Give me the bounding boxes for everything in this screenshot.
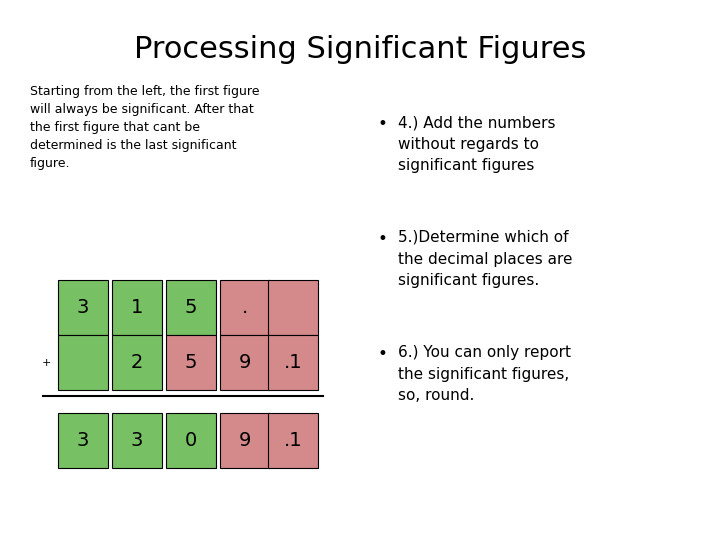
Bar bbox=[220, 280, 270, 335]
Text: 3: 3 bbox=[131, 431, 143, 450]
Text: 1: 1 bbox=[131, 298, 143, 317]
Text: .: . bbox=[242, 298, 248, 317]
Text: 2: 2 bbox=[131, 353, 143, 372]
Bar bbox=[268, 335, 318, 390]
Text: 6.) You can only report
the significant figures,
so, round.: 6.) You can only report the significant … bbox=[398, 345, 571, 403]
Text: 0: 0 bbox=[185, 431, 197, 450]
Text: 4.) Add the numbers
without regards to
significant figures: 4.) Add the numbers without regards to s… bbox=[398, 115, 556, 173]
Bar bbox=[112, 335, 162, 390]
Bar bbox=[166, 280, 216, 335]
Text: 9: 9 bbox=[239, 431, 251, 450]
Bar bbox=[166, 413, 216, 468]
Bar bbox=[112, 413, 162, 468]
Text: •: • bbox=[378, 345, 388, 363]
Text: 5: 5 bbox=[185, 298, 197, 317]
Bar bbox=[58, 280, 108, 335]
Text: •: • bbox=[378, 115, 388, 133]
Bar bbox=[220, 335, 270, 390]
Text: 3: 3 bbox=[77, 298, 89, 317]
Bar bbox=[268, 413, 318, 468]
Text: .1: .1 bbox=[284, 353, 302, 372]
Bar bbox=[268, 280, 318, 335]
Bar bbox=[58, 413, 108, 468]
Text: 9: 9 bbox=[239, 353, 251, 372]
Bar bbox=[166, 335, 216, 390]
Text: •: • bbox=[378, 230, 388, 248]
Bar bbox=[112, 280, 162, 335]
Text: Starting from the left, the first figure
will always be significant. After that
: Starting from the left, the first figure… bbox=[30, 85, 259, 170]
Text: Processing Significant Figures: Processing Significant Figures bbox=[134, 35, 586, 64]
Bar bbox=[220, 413, 270, 468]
Text: 5.)Determine which of
the decimal places are
significant figures.: 5.)Determine which of the decimal places… bbox=[398, 230, 572, 288]
Text: 5: 5 bbox=[185, 353, 197, 372]
Text: +: + bbox=[41, 357, 50, 368]
Bar bbox=[58, 335, 108, 390]
Text: .1: .1 bbox=[284, 431, 302, 450]
Text: 3: 3 bbox=[77, 431, 89, 450]
